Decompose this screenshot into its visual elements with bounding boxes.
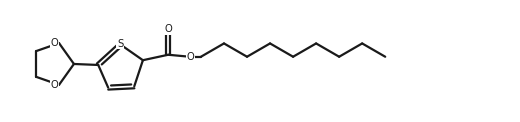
Text: O: O (164, 24, 172, 34)
Text: S: S (117, 39, 123, 49)
Text: O: O (187, 51, 194, 61)
Text: O: O (51, 80, 58, 90)
Text: O: O (51, 38, 58, 48)
